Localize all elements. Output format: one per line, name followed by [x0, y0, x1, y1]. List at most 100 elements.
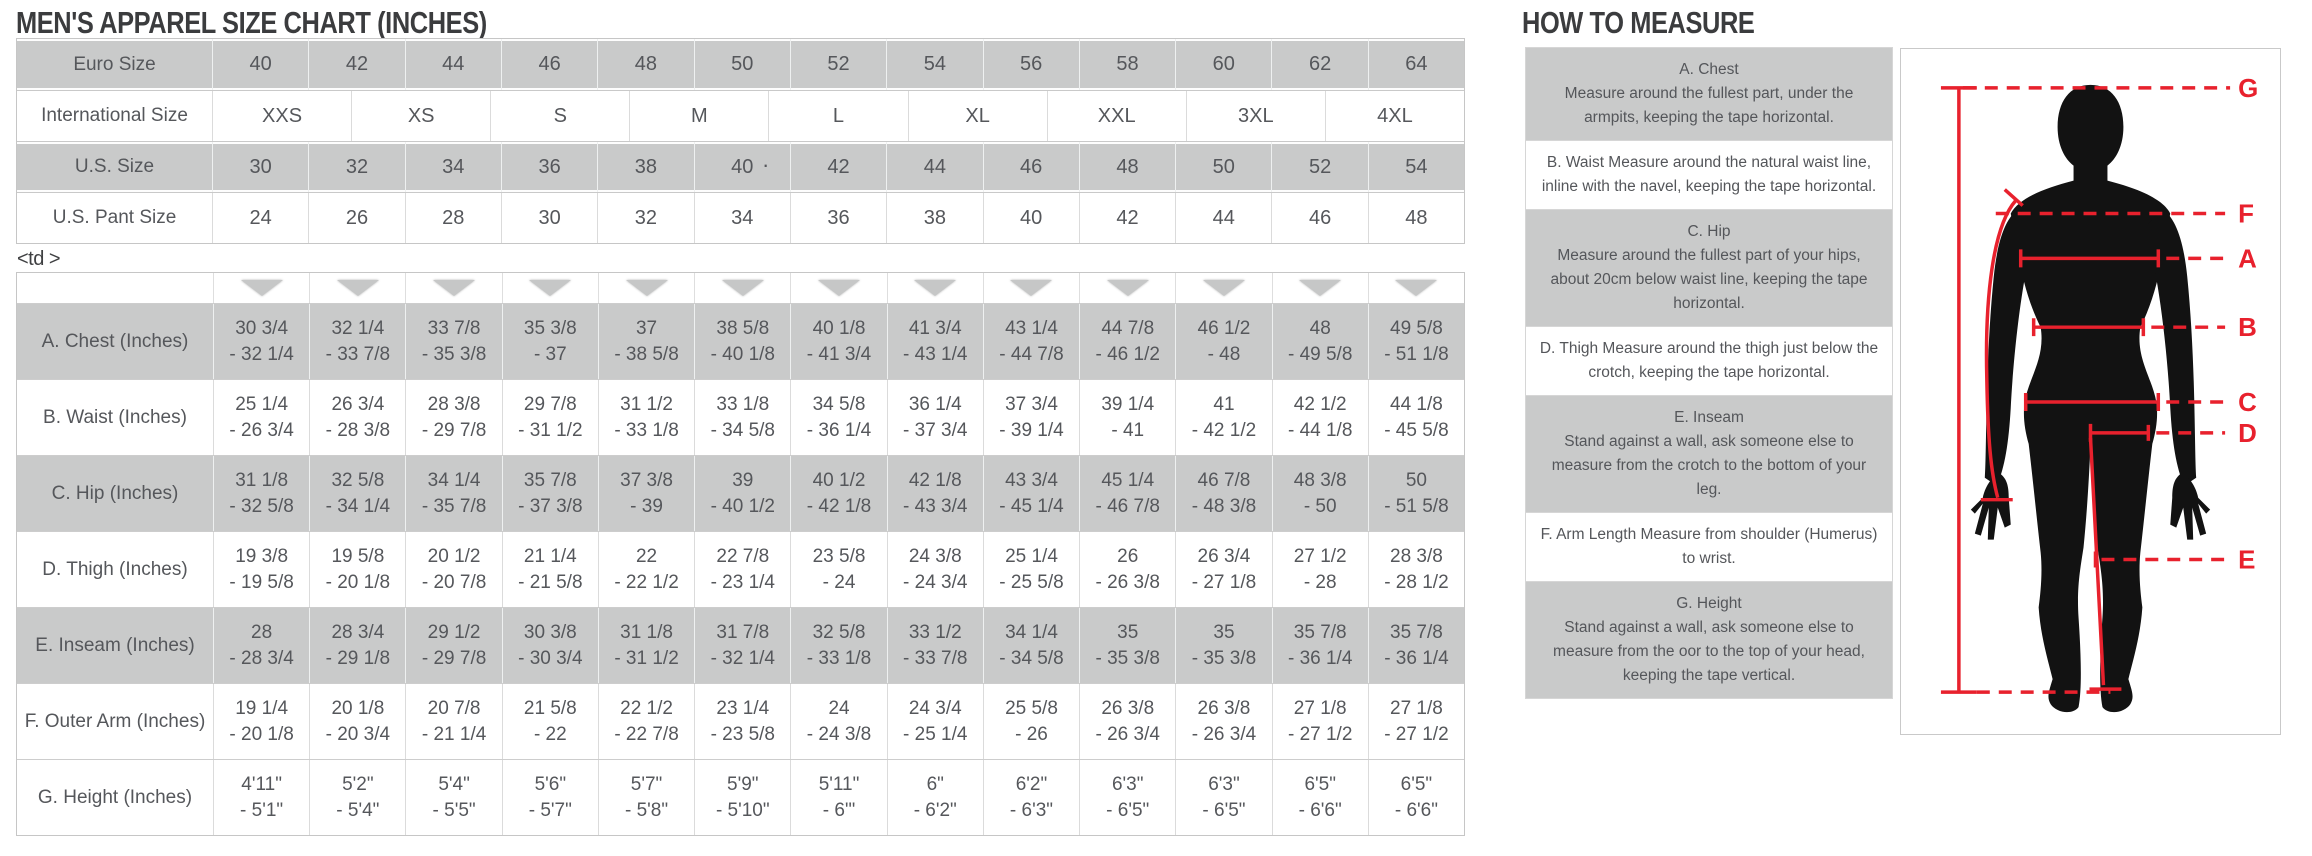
range-start: 28 3/8 [427, 393, 481, 415]
measurement-cell: 19 1/4 - 20 1/8 [213, 684, 309, 759]
label-G: G [2238, 75, 2258, 103]
how-to-measure-list: A. Chest Measure around the fullest part,… [1525, 47, 1893, 699]
sort-triangle-icon[interactable] [1299, 280, 1342, 296]
range-end: - 25 5/8 [999, 571, 1064, 593]
measurement-cell: 41 - 42 1/2 [1175, 380, 1271, 455]
range-start: 35 3/8 [523, 317, 577, 339]
column-sort-cell [982, 273, 1079, 303]
measurement-cell: 32 5/8 - 33 1/8 [790, 608, 886, 683]
sort-triangle-icon[interactable] [914, 280, 957, 296]
size-cell: XL [907, 91, 1047, 141]
column-sort-cell [1175, 273, 1271, 303]
range-end: - 40 1/2 [710, 495, 775, 517]
measurement-cell: 46 1/2 - 48 [1175, 304, 1271, 379]
column-sort-cell [694, 273, 790, 303]
measurement-cell: 6'3" - 6'5" [1079, 760, 1175, 835]
label-E: E [2238, 546, 2255, 574]
range-start: 19 3/8 [235, 545, 289, 567]
measurement-row: G. Height (Inches) 4'11" - 5'1" 5'2" - 5'4" 5… [17, 759, 1464, 835]
measurement-cell: 24 3/4 - 25 1/4 [886, 684, 983, 759]
measurement-cell: 42 1/2 - 44 1/8 [1271, 380, 1368, 455]
sort-triangle-icon[interactable] [1106, 280, 1149, 296]
range-end: - 35 7/8 [421, 495, 487, 517]
measurement-table: A. Chest (Inches) 30 3/4 - 32 1/4 32 1/4 - 3… [16, 272, 1465, 836]
sort-triangle-icon[interactable] [818, 280, 861, 296]
sort-triangle-icon[interactable] [1202, 280, 1245, 296]
range-start: 31 1/8 [620, 621, 673, 643]
range-end: - 34 5/8 [999, 647, 1064, 669]
sort-triangle-icon[interactable] [240, 280, 283, 296]
range-end: - 44 7/8 [999, 343, 1064, 365]
range-start: 39 1/4 [1101, 393, 1155, 415]
range-start: 5'2" [342, 773, 374, 795]
range-start: 27 1/8 [1293, 697, 1347, 719]
size-cell: 42 [308, 39, 404, 90]
range-end: - 37 [533, 343, 567, 365]
size-cell: 4XL [1324, 91, 1464, 141]
size-cell: 50 [693, 39, 790, 90]
range-start: 19 5/8 [331, 545, 385, 567]
measurement-cell: 35 3/8 - 37 [501, 304, 598, 379]
measurement-cell: 30 3/8 - 30 3/4 [501, 608, 598, 683]
range-end: - 26 3/4 [1191, 723, 1257, 745]
column-sort-cell [1079, 273, 1175, 303]
range-end: - 32 1/4 [710, 647, 775, 669]
range-end: - 26 [1015, 723, 1048, 745]
size-cell: 62 [1271, 39, 1367, 90]
sort-triangle-icon[interactable] [336, 280, 379, 296]
range-start: 6" [926, 773, 944, 795]
measurement-cell: 48 3/8 - 50 [1271, 456, 1368, 531]
how-to-item-text: Measure around the fullest part, under t… [1564, 85, 1854, 126]
size-row-cells: 40 42 44 46 48 50 52 54 56 58 60 62 64 [213, 39, 1464, 90]
size-cell: 40 [982, 193, 1079, 243]
range-end: - 22 1/2 [614, 571, 679, 593]
how-to-item-text: D. Thigh Measure around the thigh just b… [1539, 340, 1879, 381]
size-table-row: International Size XXS XS S M L XL XXL 3XL 4XL [17, 90, 1464, 141]
size-cell: 30 [500, 193, 597, 243]
column-sort-cell [213, 273, 309, 303]
measurement-row: E. Inseam (Inches) 28 - 28 3/4 28 3/4 - 29 1… [17, 607, 1464, 683]
sort-triangle-icon[interactable] [721, 280, 764, 296]
sort-triangle-icon[interactable] [1010, 280, 1053, 296]
range-start: 42 1/2 [1293, 393, 1347, 415]
range-start: 5'9" [727, 773, 759, 795]
range-end: - 6'2" [913, 799, 957, 821]
range-end: - 21 5/8 [518, 571, 583, 593]
how-to-item-text: B. Waist Measure around the natural wais… [1541, 154, 1877, 195]
range-start: 46 1/2 [1197, 317, 1251, 339]
range-end: - 29 7/8 [421, 419, 487, 441]
sort-triangle-icon[interactable] [1395, 280, 1438, 296]
range-end: - 30 3/4 [518, 647, 583, 669]
range-start: 34 1/4 [1005, 621, 1058, 643]
range-end: - 6'5" [1106, 799, 1150, 821]
range-end: - 44 1/8 [1287, 419, 1353, 441]
range-end: - 31 1/2 [518, 419, 583, 441]
range-end: - 33 7/8 [903, 647, 968, 669]
sort-triangle-icon[interactable] [433, 280, 476, 296]
how-to-measure-item: D. Thigh Measure around the thigh just b… [1525, 326, 1893, 396]
measurement-cell: 25 5/8 - 26 [982, 684, 1079, 759]
sort-triangle-icon[interactable] [529, 280, 572, 296]
range-end: - 26 3/4 [1095, 723, 1160, 745]
size-cell: 36 [789, 193, 886, 243]
measurement-cell: 39 - 40 1/2 [694, 456, 790, 531]
size-cell: XXL [1046, 91, 1186, 141]
range-end: - 27 1/2 [1384, 723, 1449, 745]
range-start: 20 1/8 [331, 697, 385, 719]
range-start: 34 5/8 [812, 393, 866, 415]
range-start: 44 7/8 [1101, 317, 1155, 339]
size-cell: 48 [597, 39, 693, 90]
measurement-row-label: A. Chest (Inches) [41, 330, 189, 352]
range-start: 31 1/2 [620, 393, 673, 415]
range-end: - 26 3/8 [1095, 571, 1160, 593]
size-cell: 64 [1367, 39, 1464, 90]
sort-triangle-icon[interactable] [625, 280, 668, 296]
measurement-cell: 43 1/4 - 44 7/8 [982, 304, 1079, 379]
range-end: - 29 7/8 [421, 647, 487, 669]
size-cell: 26 [308, 193, 404, 243]
size-chart-title: MEN'S APPAREL SIZE CHART (INCHES) [16, 5, 487, 40]
range-end: - 22 7/8 [614, 723, 679, 745]
measurement-cell: 21 1/4 - 21 5/8 [501, 532, 598, 607]
range-end: - 22 [533, 723, 567, 745]
measurement-cell: 19 5/8 - 20 1/8 [309, 532, 405, 607]
